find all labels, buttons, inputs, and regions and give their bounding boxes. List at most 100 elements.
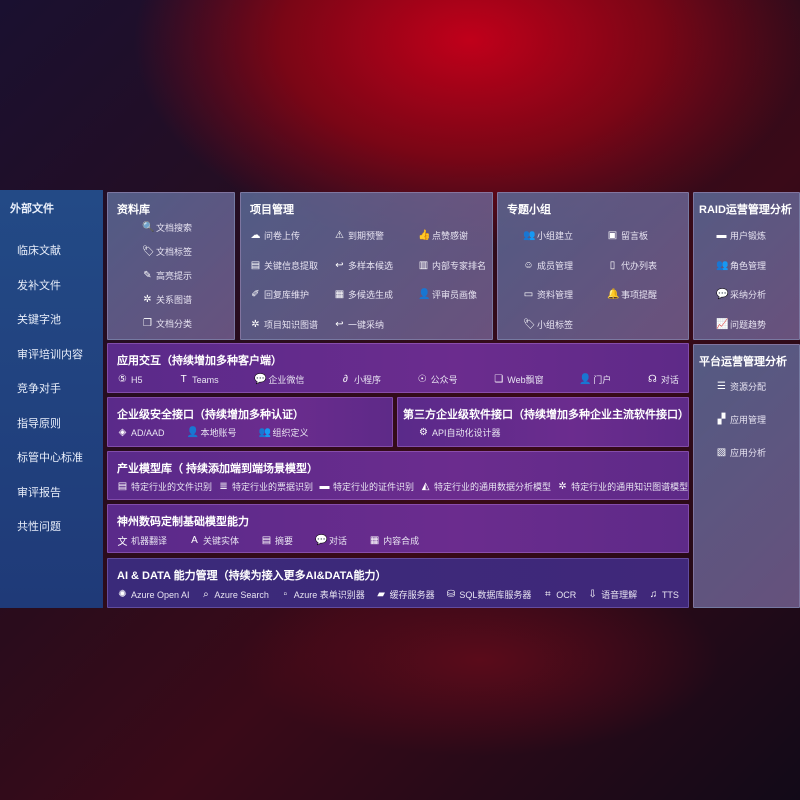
mini-program-icon: ∂ [342, 374, 348, 385]
feature-item[interactable]: 💬 采纳分析 [716, 288, 766, 301]
feature-item[interactable]: ☉ 公众号 [417, 373, 458, 386]
feature-item[interactable]: ⚠ 到期预警 [334, 229, 384, 242]
feature-item[interactable]: ☊ 对话 [647, 373, 679, 386]
feature-label: 多样本候选 [348, 260, 394, 271]
sidebar-item[interactable]: 临床文献 [17, 245, 61, 257]
feature-item[interactable]: ☺ 成员管理 [523, 259, 573, 272]
feature-item[interactable]: ▦ 多候选生成 [334, 288, 393, 301]
feature-item[interactable]: ∂ 小程序 [340, 373, 381, 386]
sidebar-item[interactable]: 审评报告 [17, 486, 61, 499]
feature-item[interactable]: ♫ TTS [648, 589, 679, 600]
feature-item[interactable]: ≣ 特定行业的票据识别 [218, 480, 313, 493]
sidebar-item[interactable]: 标管中心标准 [17, 452, 83, 464]
feature-label: 小组建立 [537, 231, 574, 241]
feature-item[interactable]: ◈ AD/AAD [117, 427, 165, 438]
sidebar-item[interactable]: 关键字池 [17, 314, 61, 326]
feature-item[interactable]: ☰ 资源分配 [716, 380, 766, 393]
feature-label: 特定行业的文件识别 [131, 482, 213, 492]
feature-item[interactable]: ☁ 问卷上传 [250, 229, 301, 242]
feature-label: 采纳分析 [730, 290, 767, 300]
feature-item[interactable]: 👤 门户 [579, 373, 611, 386]
feature-item[interactable]: 🏷 文档标签 [142, 245, 192, 258]
speech-icon: ⇩ [588, 589, 597, 600]
feature-item[interactable]: ✺ Azure Open AI [117, 589, 189, 600]
feature-item[interactable]: 👤 评审员画像 [418, 288, 477, 301]
document-classify-icon: ❐ [143, 318, 152, 329]
folder-icon: ▭ [523, 289, 534, 300]
feature-item[interactable]: ▤ 关键信息提取 [250, 259, 318, 272]
feature-item[interactable]: ↩ 一键采纳 [334, 318, 384, 331]
thumbs-up-icon: 👍 [418, 230, 431, 241]
feature-label: 内部专家排名 [432, 260, 487, 271]
feature-item[interactable]: ⌕ Azure Search [200, 589, 269, 600]
feature-item[interactable]: 👤 本地账号 [187, 426, 237, 439]
feature-item[interactable]: ❐ 文档分类 [142, 317, 192, 330]
feature-label: 问卷上传 [264, 231, 301, 241]
feature-item[interactable]: ✐ 回复库维护 [250, 288, 309, 301]
feature-label: 摘要 [275, 536, 294, 546]
clipboard-icon: ▯ [609, 259, 616, 271]
sidebar-item[interactable]: 共性问题 [17, 521, 61, 533]
feature-item[interactable]: 🏷 小组标签 [523, 318, 573, 331]
feature-item[interactable]: ▧ 应用分析 [716, 446, 766, 459]
sidebar-item[interactable]: 审评培训内容 [17, 348, 83, 361]
sidebar-item[interactable]: 竞争对手 [17, 383, 61, 395]
aidata-panel: AI & DATA 能力管理（持续为接入更多AI&DATA能力） ✺ Azure O… [107, 558, 689, 608]
feature-item[interactable]: ✲ 关系图谱 [142, 293, 192, 306]
feature-item[interactable]: 💬 对话 [315, 534, 347, 547]
feature-item[interactable]: ▥ 内部专家排名 [418, 259, 486, 272]
feature-label: 多候选生成 [348, 290, 394, 300]
feature-item[interactable]: ▣ 留言板 [607, 229, 648, 242]
feature-item[interactable]: ⛁ SQL数据库服务器 [445, 588, 532, 601]
feature-label: 特定行业的证件识别 [333, 482, 415, 492]
feature-item[interactable]: 🔍 文档搜索 [142, 221, 192, 234]
puzzle-icon: ▦ [334, 289, 345, 300]
feature-label: 语音理解 [601, 590, 638, 600]
feature-item[interactable]: ⇩ 语音理解 [587, 588, 637, 601]
feature-item[interactable]: ↩ 多样本候选 [334, 259, 393, 272]
thirdparty-panel: 第三方企业级软件接口（持续增加多种企业主流软件接口） ⚙ API自动化设计器 [397, 397, 689, 447]
sidebar-item[interactable]: 发补文件 [17, 279, 61, 292]
feature-item[interactable]: ▞ 应用管理 [716, 413, 766, 426]
graph-icon: ✲ [251, 318, 260, 330]
feature-label: 资料管理 [537, 290, 574, 300]
feature-item[interactable]: ▯ 代办列表 [607, 259, 657, 272]
panel-title: 第三方企业级软件接口（持续增加多种企业主流软件接口） [403, 409, 689, 421]
sidebar-item[interactable]: 指导原则 [17, 417, 61, 430]
raid-panel: RAID运营管理分析 ▬ 用户锻炼 👥 角色管理 💬 采纳分析 📈 问题趋势 [693, 192, 800, 340]
feature-item[interactable]: ▬ 特定行业的证件识别 [319, 480, 415, 493]
feature-item[interactable]: T Teams [178, 374, 219, 385]
feature-item[interactable]: ▤ 特定行业的文件识别 [117, 480, 212, 493]
feature-item[interactable]: ⑤ H5 [117, 374, 143, 385]
feature-item[interactable]: ✲ 项目知识图谱 [250, 318, 318, 331]
feature-item[interactable]: 👥 小组建立 [523, 229, 573, 242]
feature-label: 留言板 [621, 231, 649, 241]
feature-item[interactable]: 👥 角色管理 [716, 259, 766, 272]
feature-item[interactable]: 👥 组织定义 [259, 426, 309, 439]
feature-item[interactable]: 📈 问题趋势 [716, 318, 766, 331]
feature-item[interactable]: ⚙ API自动化设计器 [418, 426, 501, 439]
feature-item[interactable]: ▫ Azure 表单识别器 [280, 588, 364, 601]
feature-item[interactable]: ⌗ OCR [542, 589, 576, 600]
panel-title: 产业模型库（ 持续添加端到端场景模型） [117, 463, 319, 475]
feature-item[interactable]: ▬ 用户锻炼 [716, 229, 767, 242]
feature-label: Teams [192, 374, 219, 385]
feature-item[interactable]: 💬 企业微信 [254, 373, 304, 386]
feature-item[interactable]: ▭ 资料管理 [523, 288, 573, 301]
feature-item[interactable]: 文机器翻译 [117, 533, 168, 548]
feature-item[interactable]: ▦ 内容合成 [369, 534, 419, 547]
apps-icon: ▞ [717, 414, 726, 425]
chart-icon: ▧ [716, 447, 727, 458]
feature-item[interactable]: ❏ Web飘窗 [493, 373, 543, 386]
feature-label: 到期预警 [348, 231, 385, 241]
feature-label: 项目知识图谱 [264, 319, 319, 330]
feature-item[interactable]: ◭ 特定行业的通用数据分析模型 [420, 480, 551, 493]
feature-item[interactable]: ✲ 特定行业的通用知识图谱模型 [557, 480, 688, 493]
feature-label: SQL数据库服务器 [459, 590, 532, 600]
feature-item[interactable]: ▰ 缓存服务器 [376, 588, 434, 601]
feature-item[interactable]: A 关键实体 [189, 534, 239, 547]
feature-item[interactable]: 🔔 事项提醒 [607, 288, 657, 301]
feature-item[interactable]: ▤ 摘要 [261, 534, 293, 547]
feature-item[interactable]: ✎ 高亮提示 [142, 269, 192, 282]
feature-item[interactable]: 👍 点赞感谢 [418, 229, 468, 242]
